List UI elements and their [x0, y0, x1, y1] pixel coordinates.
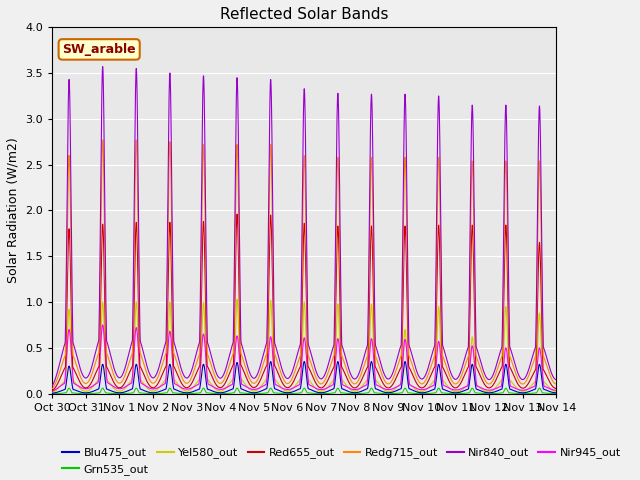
Legend: Blu475_out, Grn535_out, Yel580_out, Red655_out, Redg715_out, Nir840_out, Nir945_: Blu475_out, Grn535_out, Yel580_out, Red6… — [58, 443, 625, 480]
Title: Reflected Solar Bands: Reflected Solar Bands — [220, 7, 388, 22]
Text: SW_arable: SW_arable — [62, 43, 136, 56]
Y-axis label: Solar Radiation (W/m2): Solar Radiation (W/m2) — [7, 138, 20, 283]
